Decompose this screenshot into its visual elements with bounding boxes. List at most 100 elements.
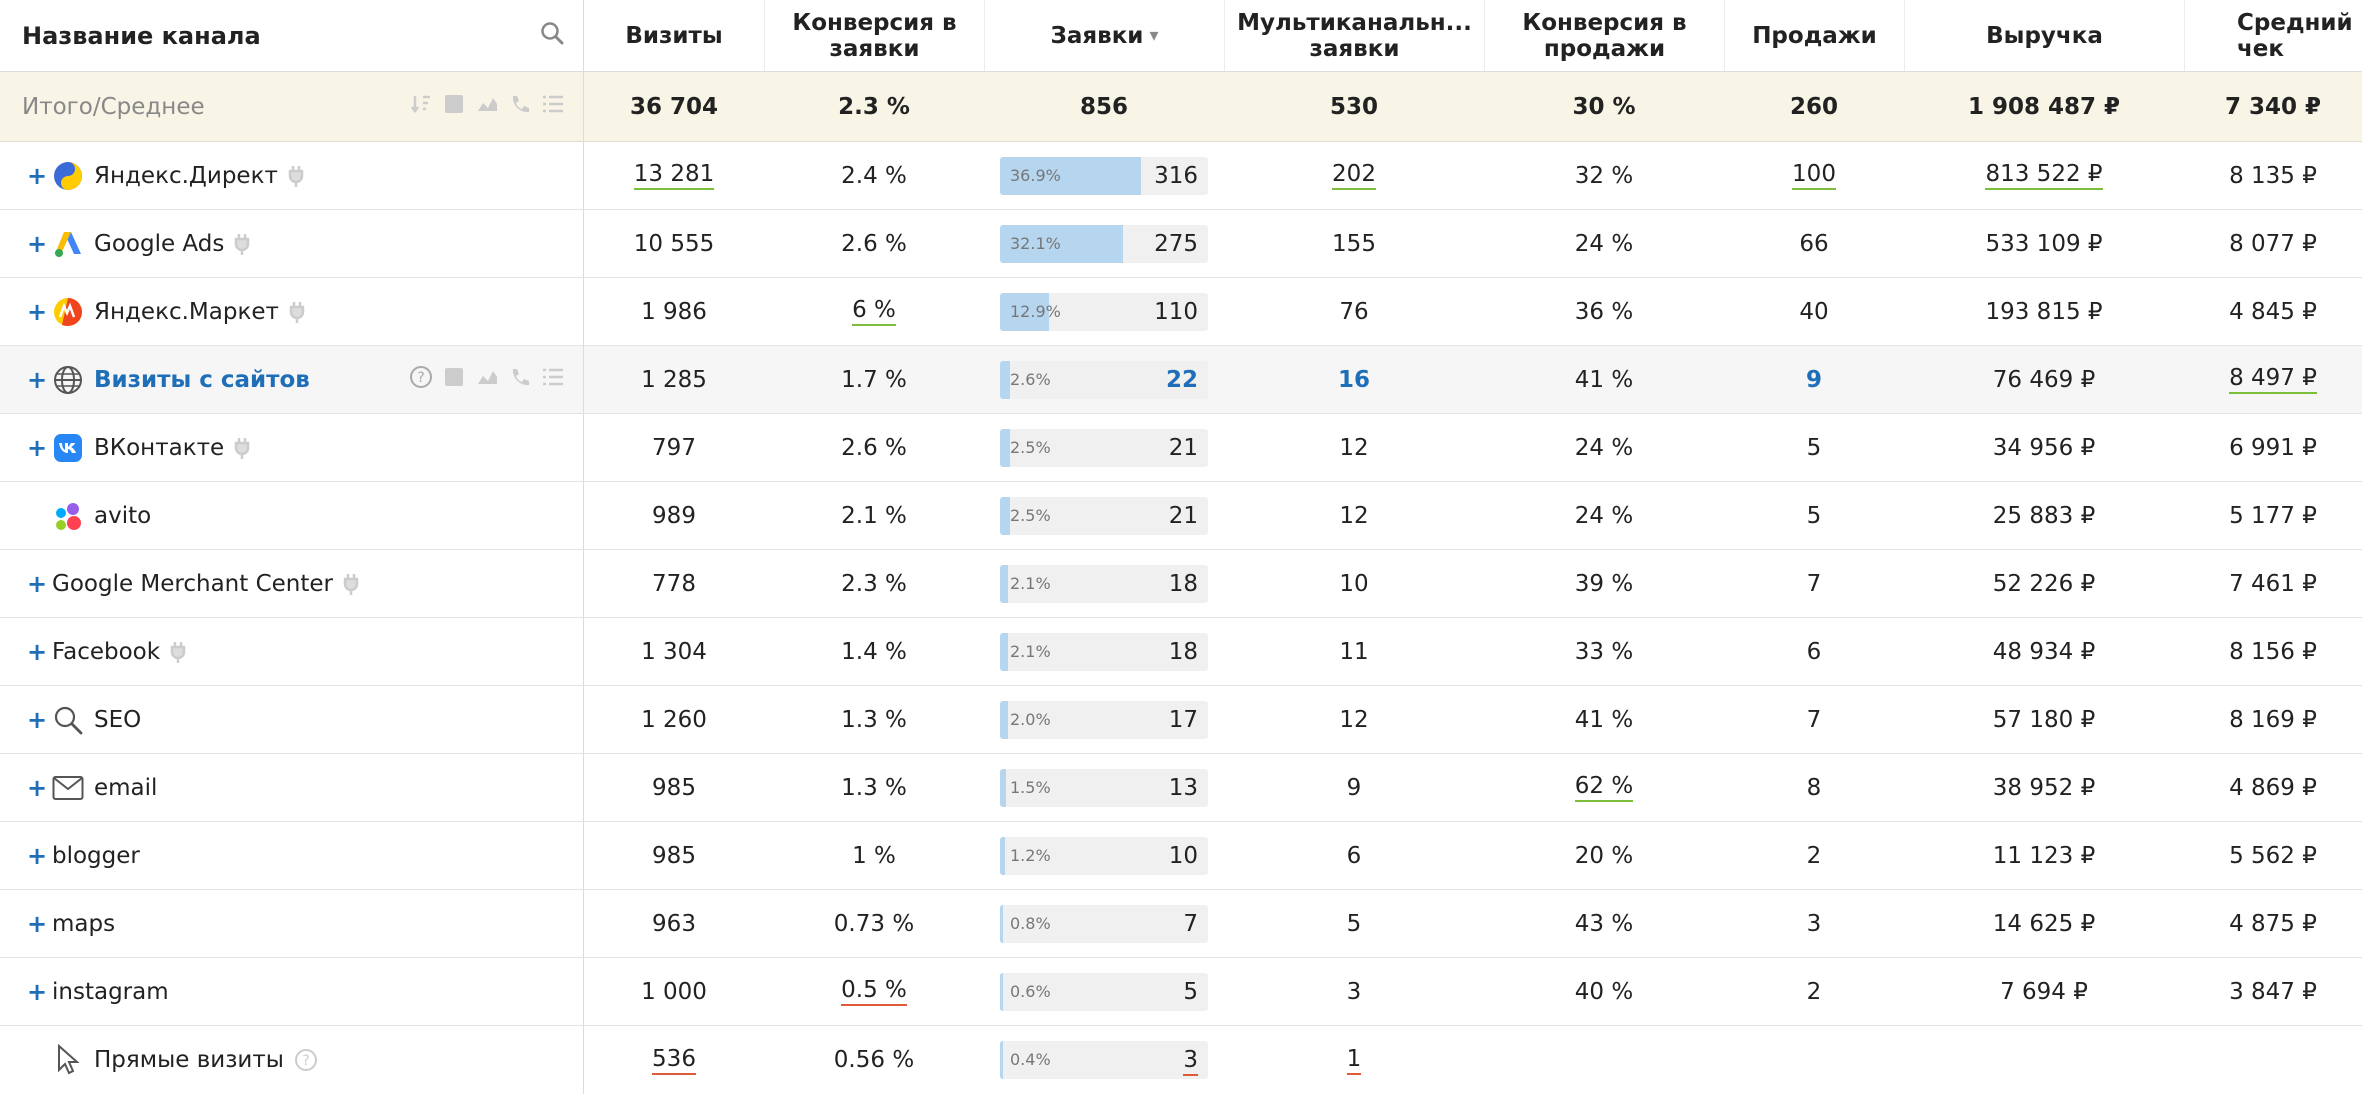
leads-value[interactable]: 316 [1154, 162, 1198, 189]
sales-value[interactable]: 9 [1805, 366, 1822, 393]
channel-name[interactable]: Facebook [52, 638, 161, 665]
channel-name[interactable]: Google Ads [94, 230, 225, 257]
table-row[interactable]: + instagram 1 000 0.5 % 0.6% 5 3 40 % 2 7… [0, 958, 2362, 1026]
chart-icon[interactable] [475, 366, 499, 394]
col-avg-check-header[interactable]: Средний чек [2184, 0, 2362, 71]
conv-leads-value[interactable]: 0.5 % [841, 977, 907, 1006]
col-sales-header[interactable]: Продажи [1724, 0, 1904, 71]
expand-icon[interactable]: + [26, 365, 48, 394]
list-icon[interactable] [541, 366, 565, 394]
channel-name[interactable]: blogger [52, 842, 140, 869]
channel-name[interactable]: avito [94, 502, 152, 529]
channel-name[interactable]: maps [52, 910, 116, 937]
avg-check-value[interactable]: 8 497 ₽ [2229, 365, 2317, 394]
leads-value[interactable]: 10 [1168, 842, 1198, 869]
leads-value[interactable]: 110 [1154, 298, 1198, 325]
expand-icon[interactable]: + [26, 297, 48, 326]
revenue-value: 533 109 ₽ [1985, 230, 2103, 257]
conv-sales-value: 24 % [1574, 502, 1634, 529]
square-icon[interactable] [443, 93, 465, 121]
table-row[interactable]: + blogger 985 1 % 1.2% 10 6 20 % 2 11 123… [0, 822, 2362, 890]
table-row[interactable]: + Визиты с сайтов ? 1 285 1.7 % 2.6% 22 1… [0, 346, 2362, 414]
channel-name[interactable]: email [94, 774, 158, 801]
help-icon[interactable]: ? [294, 1048, 318, 1072]
expand-icon[interactable]: + [26, 909, 48, 938]
channel-cell: + Яндекс.Маркет [0, 278, 584, 345]
expand-icon[interactable]: + [26, 773, 48, 802]
conv-sales-value: 24 % [1574, 230, 1634, 257]
help-icon[interactable]: ? [409, 365, 433, 395]
sales-value: 2 [1806, 842, 1822, 869]
leads-bar: 12.9% 110 [1000, 292, 1208, 331]
revenue-value[interactable]: 813 522 ₽ [1985, 161, 2103, 190]
search-icon[interactable] [539, 20, 565, 51]
expand-icon[interactable]: + [26, 841, 48, 870]
table-row[interactable]: + Google Ads 10 555 2.6 % 32.1% 275 155 2… [0, 210, 2362, 278]
channel-name[interactable]: Визиты с сайтов [94, 366, 310, 393]
expand-icon[interactable]: + [26, 433, 48, 462]
channel-name[interactable]: Google Merchant Center [52, 570, 333, 597]
expand-icon[interactable]: + [26, 229, 48, 258]
leads-value[interactable]: 5 [1183, 978, 1198, 1005]
phone-icon[interactable] [509, 93, 531, 121]
leads-value[interactable]: 21 [1168, 434, 1198, 461]
table-row[interactable]: + maps 963 0.73 % 0.8% 7 5 43 % 3 14 625 … [0, 890, 2362, 958]
channel-name[interactable]: ВКонтакте [94, 434, 225, 461]
col-conv-leads-header[interactable]: Конверсия в заявки [764, 0, 984, 71]
leads-cell: 1.2% 10 [984, 822, 1224, 889]
sort-icon[interactable] [409, 92, 433, 122]
table-row[interactable]: + Facebook 1 304 1.4 % 2.1% 18 11 33 % 6 … [0, 618, 2362, 686]
multichannel-value[interactable]: 202 [1332, 161, 1376, 190]
visits-value: 985 [652, 842, 696, 869]
multichannel-value[interactable]: 16 [1337, 366, 1370, 393]
expand-icon[interactable]: + [26, 569, 48, 598]
table-row[interactable]: + Яндекс.Маркет 1 986 6 % 12.9% 110 76 36… [0, 278, 2362, 346]
channel-name[interactable]: Яндекс.Маркет [94, 298, 279, 325]
col-channel-header[interactable]: Название канала [0, 0, 584, 71]
leads-value[interactable]: 13 [1168, 774, 1198, 801]
col-conv-sales-header[interactable]: Конверсия в продажи [1484, 0, 1724, 71]
revenue-value: 38 952 ₽ [1992, 774, 2096, 801]
leads-value[interactable]: 18 [1168, 638, 1198, 665]
visits-value[interactable]: 13 281 [633, 161, 715, 190]
visits-value[interactable]: 536 [652, 1046, 696, 1075]
col-visits-header[interactable]: Визиты [625, 22, 723, 49]
leads-value[interactable]: 18 [1168, 570, 1198, 597]
revenue-value: 52 226 ₽ [1992, 570, 2096, 597]
col-multichannel-header[interactable]: Мультиканальн... заявки [1224, 0, 1484, 71]
list-icon[interactable] [541, 93, 565, 121]
expand-icon[interactable]: + [26, 977, 48, 1006]
leads-value[interactable]: 7 [1183, 910, 1198, 937]
leads-value[interactable]: 22 [1165, 366, 1198, 393]
conv-leads-value[interactable]: 6 % [852, 297, 896, 326]
expand-icon[interactable]: + [26, 705, 48, 734]
chart-icon[interactable] [475, 93, 499, 121]
table-row[interactable]: + SEO 1 260 1.3 % 2.0% 17 12 41 % 7 57 18… [0, 686, 2362, 754]
col-leads-header[interactable]: Заявки ▾ [984, 0, 1224, 71]
channel-name[interactable]: instagram [52, 978, 169, 1005]
multichannel-value[interactable]: 1 [1346, 1046, 1362, 1075]
leads-value[interactable]: 17 [1168, 706, 1198, 733]
leads-value[interactable]: 21 [1168, 502, 1198, 529]
sales-value [1724, 1026, 1904, 1094]
expand-icon[interactable]: + [26, 161, 48, 190]
channel-name[interactable]: SEO [94, 706, 142, 733]
sales-value[interactable]: 100 [1792, 161, 1836, 190]
table-row[interactable]: + Яндекс.Директ 13 281 2.4 % 36.9% 316 20… [0, 142, 2362, 210]
conv-sales-value[interactable]: 62 % [1574, 773, 1634, 802]
phone-icon[interactable] [509, 366, 531, 394]
table-row[interactable]: + Google Merchant Center 778 2.3 % 2.1% 1… [0, 550, 2362, 618]
table-row[interactable]: + email 985 1.3 % 1.5% 13 9 62 % 8 38 952… [0, 754, 2362, 822]
table-row[interactable]: avito 989 2.1 % 2.5% 21 12 24 % 5 25 883 … [0, 482, 2362, 550]
expand-icon[interactable]: + [26, 637, 48, 666]
leads-cell: 0.4% 3 [984, 1026, 1224, 1094]
total-leads: 856 [1079, 93, 1128, 120]
square-icon[interactable] [443, 366, 465, 394]
leads-value[interactable]: 3 [1183, 1041, 1198, 1079]
leads-value[interactable]: 275 [1154, 230, 1198, 257]
table-row[interactable]: Прямые визиты ? 536 0.56 % 0.4% 3 1 [0, 1026, 2362, 1094]
channel-name[interactable]: Яндекс.Директ [94, 162, 278, 189]
channel-name[interactable]: Прямые визиты [94, 1047, 284, 1073]
col-revenue-header[interactable]: Выручка [1904, 0, 2184, 71]
table-row[interactable]: + ВКонтакте 797 2.6 % 2.5% 21 12 24 % 5 3… [0, 414, 2362, 482]
